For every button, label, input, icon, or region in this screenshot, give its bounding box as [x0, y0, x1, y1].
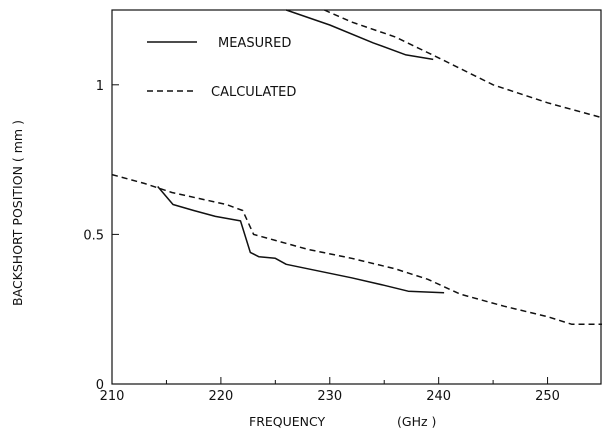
plot-frame [111, 9, 602, 385]
measured-series-line-1 [285, 9, 434, 61]
x-axis-title: FREQUENCY [249, 414, 326, 429]
legend: MEASURED CALCULATED [147, 36, 296, 100]
axis-ticks [111, 84, 549, 385]
calculated-series-line-2 [111, 173, 602, 325]
x-tick-label: 210 [100, 389, 125, 404]
x-tick-label: 250 [535, 389, 560, 404]
legend-calculated-label: CALCULATED [211, 85, 296, 100]
x-tick-label: 240 [426, 389, 451, 404]
y-tick-label: 0.5 [83, 228, 104, 243]
x-axis-unit: (GHz ) [397, 414, 436, 429]
calculated-series-line-3 [323, 9, 602, 119]
series-lines [111, 9, 602, 325]
axis-tick-labels: 210 220 230 240 250 0 0.5 1 [83, 79, 560, 404]
y-tick-label: 0 [96, 378, 104, 393]
x-tick-label: 220 [208, 389, 233, 404]
y-tick-label: 1 [96, 79, 104, 94]
x-tick-label: 230 [317, 389, 342, 404]
y-axis-title: BACKSHORT POSITION ( mm ) [10, 120, 25, 306]
measured-series-line-0 [157, 186, 445, 294]
legend-measured-label: MEASURED [218, 36, 291, 51]
